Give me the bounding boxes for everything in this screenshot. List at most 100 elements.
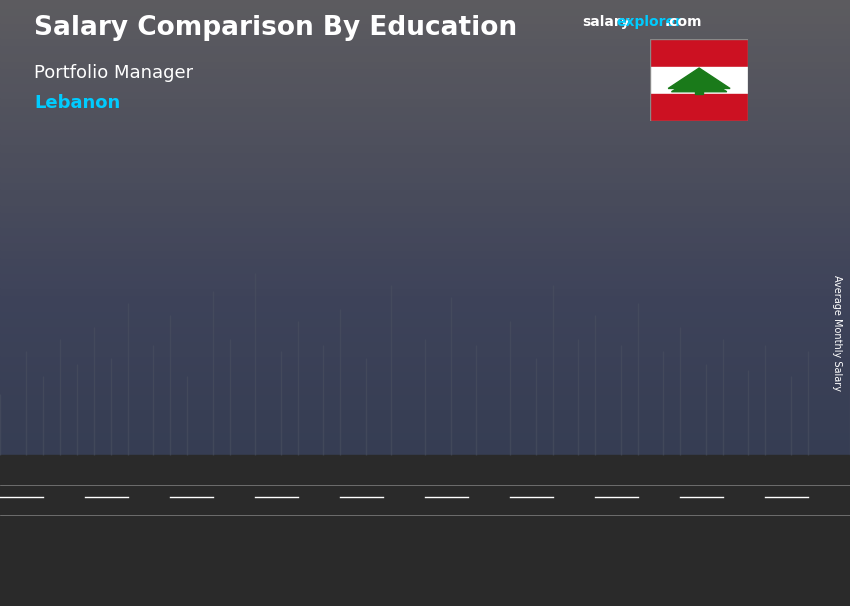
Bar (366, 385, 375, 387)
Bar (292, 421, 375, 423)
Bar (366, 413, 375, 416)
Bar (0, 62, 850, 76)
Bar (732, 431, 740, 436)
Bar (658, 330, 740, 335)
Bar (732, 278, 740, 282)
Bar (475, 473, 558, 477)
Bar (732, 365, 740, 370)
Bar (110, 463, 192, 465)
Bar (732, 448, 740, 453)
Bar (366, 471, 375, 474)
Bar (732, 325, 740, 330)
Bar (366, 431, 375, 433)
Bar (658, 453, 740, 458)
Bar (658, 251, 740, 256)
Bar (0, 1, 850, 15)
Bar (0, 47, 850, 61)
Bar (658, 348, 740, 352)
Bar (0, 509, 850, 522)
Bar (475, 433, 558, 437)
Bar (732, 335, 740, 339)
Bar (366, 461, 375, 464)
Bar (292, 425, 375, 428)
Bar (366, 446, 375, 448)
Bar (475, 460, 558, 464)
Bar (184, 368, 192, 371)
Bar (0, 448, 850, 462)
Bar (366, 408, 375, 410)
Bar (549, 477, 558, 481)
Bar (658, 396, 740, 401)
Bar (0, 39, 850, 53)
Bar (292, 393, 375, 395)
Bar (366, 492, 375, 494)
Bar (658, 484, 740, 488)
Bar (366, 400, 375, 403)
Bar (549, 457, 558, 461)
Bar (0, 100, 850, 114)
Bar (110, 485, 192, 488)
Bar (292, 357, 375, 359)
Bar (0, 524, 850, 538)
Bar (0, 479, 850, 492)
Bar (0, 70, 850, 83)
Bar (0, 585, 850, 599)
Text: Master's
Degree: Master's Degree (671, 510, 727, 539)
Bar (732, 339, 740, 343)
Bar (0, 593, 850, 606)
Bar (658, 278, 740, 282)
Bar (366, 378, 375, 380)
Bar (475, 424, 558, 427)
Bar (475, 367, 558, 370)
Bar (366, 425, 375, 428)
Bar (658, 440, 740, 444)
Bar (292, 474, 375, 476)
Bar (292, 362, 375, 365)
Bar (292, 344, 375, 348)
Bar (110, 407, 192, 409)
Bar (292, 367, 375, 370)
Bar (110, 490, 192, 493)
Bar (0, 236, 850, 250)
Bar (475, 477, 558, 481)
Bar (658, 475, 740, 479)
Bar (549, 393, 558, 397)
Bar (292, 380, 375, 382)
Bar (549, 404, 558, 407)
Bar (732, 268, 740, 273)
Bar (475, 324, 558, 327)
Bar (184, 465, 192, 468)
Bar (549, 384, 558, 387)
Bar (0, 85, 850, 98)
Bar (475, 373, 558, 377)
Text: +31%: +31% (394, 213, 456, 232)
Polygon shape (0, 454, 850, 606)
Bar (549, 493, 558, 497)
Bar (658, 365, 740, 370)
Bar (0, 108, 850, 121)
Bar (658, 260, 740, 264)
Bar (110, 443, 192, 445)
Bar (110, 472, 192, 474)
Bar (0, 191, 850, 205)
Bar (366, 405, 375, 408)
Bar (549, 484, 558, 487)
Bar (549, 437, 558, 441)
Bar (292, 387, 375, 390)
Bar (292, 365, 375, 367)
Bar (366, 375, 375, 378)
Bar (184, 371, 192, 373)
Bar (292, 416, 375, 418)
Bar (475, 467, 558, 470)
Bar (732, 286, 740, 291)
Bar (0, 570, 850, 583)
Bar (549, 370, 558, 374)
Bar (292, 413, 375, 416)
Bar (366, 454, 375, 456)
Bar (366, 418, 375, 421)
Text: 35,700,000 LBP: 35,700,000 LBP (636, 207, 740, 220)
Bar (732, 488, 740, 493)
Bar (658, 383, 740, 387)
Bar (110, 405, 192, 407)
Bar (549, 430, 558, 434)
